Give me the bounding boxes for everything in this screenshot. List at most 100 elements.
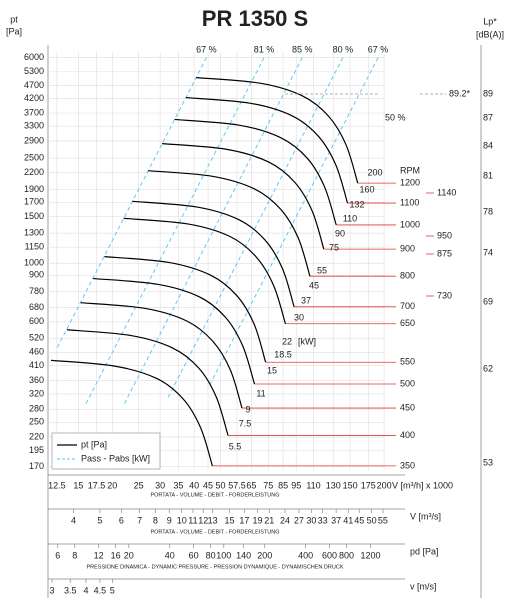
rpm-label: 550 [400, 357, 415, 367]
rpm-label: 800 [400, 271, 415, 281]
x-tick-label: 200 [377, 480, 392, 490]
side-rpm-label: 950 [437, 230, 452, 240]
fan-curve [123, 217, 287, 324]
x-tick-label: 10 [177, 515, 187, 525]
y-tick-label: 2200 [24, 167, 44, 177]
x-tick-label: 20 [124, 550, 134, 560]
y-tick-label: 2900 [24, 135, 44, 145]
side-rpm-label: 1140 [437, 187, 456, 197]
side-rpm-label: 730 [437, 290, 452, 300]
power-label: 9 [245, 404, 250, 414]
y-tick-label: 5300 [24, 66, 44, 76]
power-label: 5.5 [229, 441, 242, 451]
x-tick-label: 13 [208, 515, 218, 525]
rpm-label: 1200 [400, 177, 420, 187]
power-label: 200 [367, 167, 382, 177]
rpm-label: 900 [400, 243, 415, 253]
x-tick-label: 45 [354, 515, 364, 525]
y-tick-label: 3300 [24, 121, 44, 131]
x-tick-label: 12 [198, 515, 208, 525]
x-tick-label: 4 [83, 585, 88, 595]
x-tick-label: 12 [94, 550, 104, 560]
efficiency-line [123, 57, 303, 406]
x-tick-label: 80 [206, 550, 216, 560]
x-tick-label: 400 [298, 550, 313, 560]
efficiency-label: 67 % [196, 44, 217, 54]
fan-curve [80, 302, 243, 409]
legend-label: Pass - Pabs [kW] [81, 453, 150, 463]
y-tick-label: 1150 [25, 242, 44, 252]
y-tick-label: 1300 [24, 227, 44, 237]
efficiency-line [167, 57, 344, 399]
y-tick-label: 2500 [24, 152, 44, 162]
efficiency-label: 80 % [333, 44, 354, 54]
power-label: 30 [294, 312, 304, 322]
lp-tick-label: 89 [483, 88, 493, 98]
power-label: 160 [359, 184, 374, 194]
x-tick-label: 15 [73, 480, 83, 490]
y-tick-label: 410 [29, 360, 44, 370]
y-tick-label: 900 [29, 270, 44, 280]
axis-title: PRESSIONE DINAMICA - DYNAMIC PRESSURE - … [86, 564, 343, 570]
x-tick-label: 6 [119, 515, 124, 525]
chart-title: PR 1350 S [202, 6, 308, 31]
x-tick-label: 100 [216, 550, 231, 560]
x-tick-label: 150 [343, 480, 358, 490]
power-label: 11 [256, 388, 265, 398]
lp-tick-label: 74 [483, 247, 493, 257]
y-tick-label: 360 [29, 375, 44, 385]
x-axis-label: V [m³/h] x 1000 [392, 480, 453, 490]
x-tick-label: 25 [134, 480, 144, 490]
x-tick-label: 35 [173, 480, 183, 490]
fan-curve [148, 170, 311, 277]
y-axis-unit: [Pa] [6, 26, 22, 36]
power-label: 45 [309, 280, 319, 290]
x-tick-label: 40 [189, 480, 199, 490]
y-tick-label: 6000 [24, 52, 44, 62]
x-tick-label: 1200 [360, 550, 380, 560]
x-tick-label: 4.5 [94, 585, 107, 595]
x-tick-label: 6 [55, 550, 60, 560]
x-tick-label: 130 [326, 480, 341, 490]
power-label: 22 [282, 336, 292, 346]
x-tick-label: 7 [137, 515, 142, 525]
x-tick-label: 3.5 [64, 585, 77, 595]
efficiency-label: 85 % [292, 44, 313, 54]
x-tick-label: 140 [236, 550, 251, 560]
rpm-label: 1100 [400, 197, 419, 207]
x-tick-label: 19 [252, 515, 262, 525]
x-tick-label: 50 [367, 515, 377, 525]
x-tick-label: 30 [306, 515, 316, 525]
x-tick-label: 5 [110, 585, 115, 595]
x-axis-title: PORTATA - VOLUME - DEBIT - FORDERLEISTUN… [150, 492, 279, 498]
rpm-label: 650 [400, 318, 415, 328]
axis-title: PORTATA - VOLUME - DEBIT - FORDERLEISTUN… [150, 529, 279, 535]
fan-curve [50, 359, 213, 467]
lp-tick-label: 87 [483, 112, 493, 122]
lp-tick-label: 69 [483, 296, 493, 306]
efficiency-label: 81 % [254, 44, 275, 54]
x-tick-label: 21 [264, 515, 274, 525]
x-tick-label: 9 [167, 515, 172, 525]
x-tick-label: 45 [203, 480, 213, 490]
x-tick-label: 8 [72, 550, 77, 560]
legend-box [51, 432, 161, 470]
x-tick-label: 24 [280, 515, 290, 525]
rpm-label: 500 [400, 378, 415, 388]
y-tick-label: 3700 [24, 107, 44, 117]
x-tick-label: 95 [291, 480, 301, 490]
x-tick-label: 30 [155, 480, 165, 490]
rpm-label: 450 [400, 402, 415, 412]
power-label: 37 [301, 295, 311, 305]
y-tick-label: 520 [29, 333, 44, 343]
x-tick-label: 17 [239, 515, 249, 525]
y-tick-label: 250 [29, 417, 44, 427]
x-tick-label: 110 [306, 480, 320, 490]
x-tick-label: 800 [339, 550, 354, 560]
x-tick-label: 17.5 [88, 480, 106, 490]
power-label: 110 [343, 213, 357, 223]
x-tick-label: 8 [153, 515, 158, 525]
lp-axis-unit: [dB(A)] [476, 29, 504, 39]
y-tick-label: 460 [29, 347, 44, 357]
